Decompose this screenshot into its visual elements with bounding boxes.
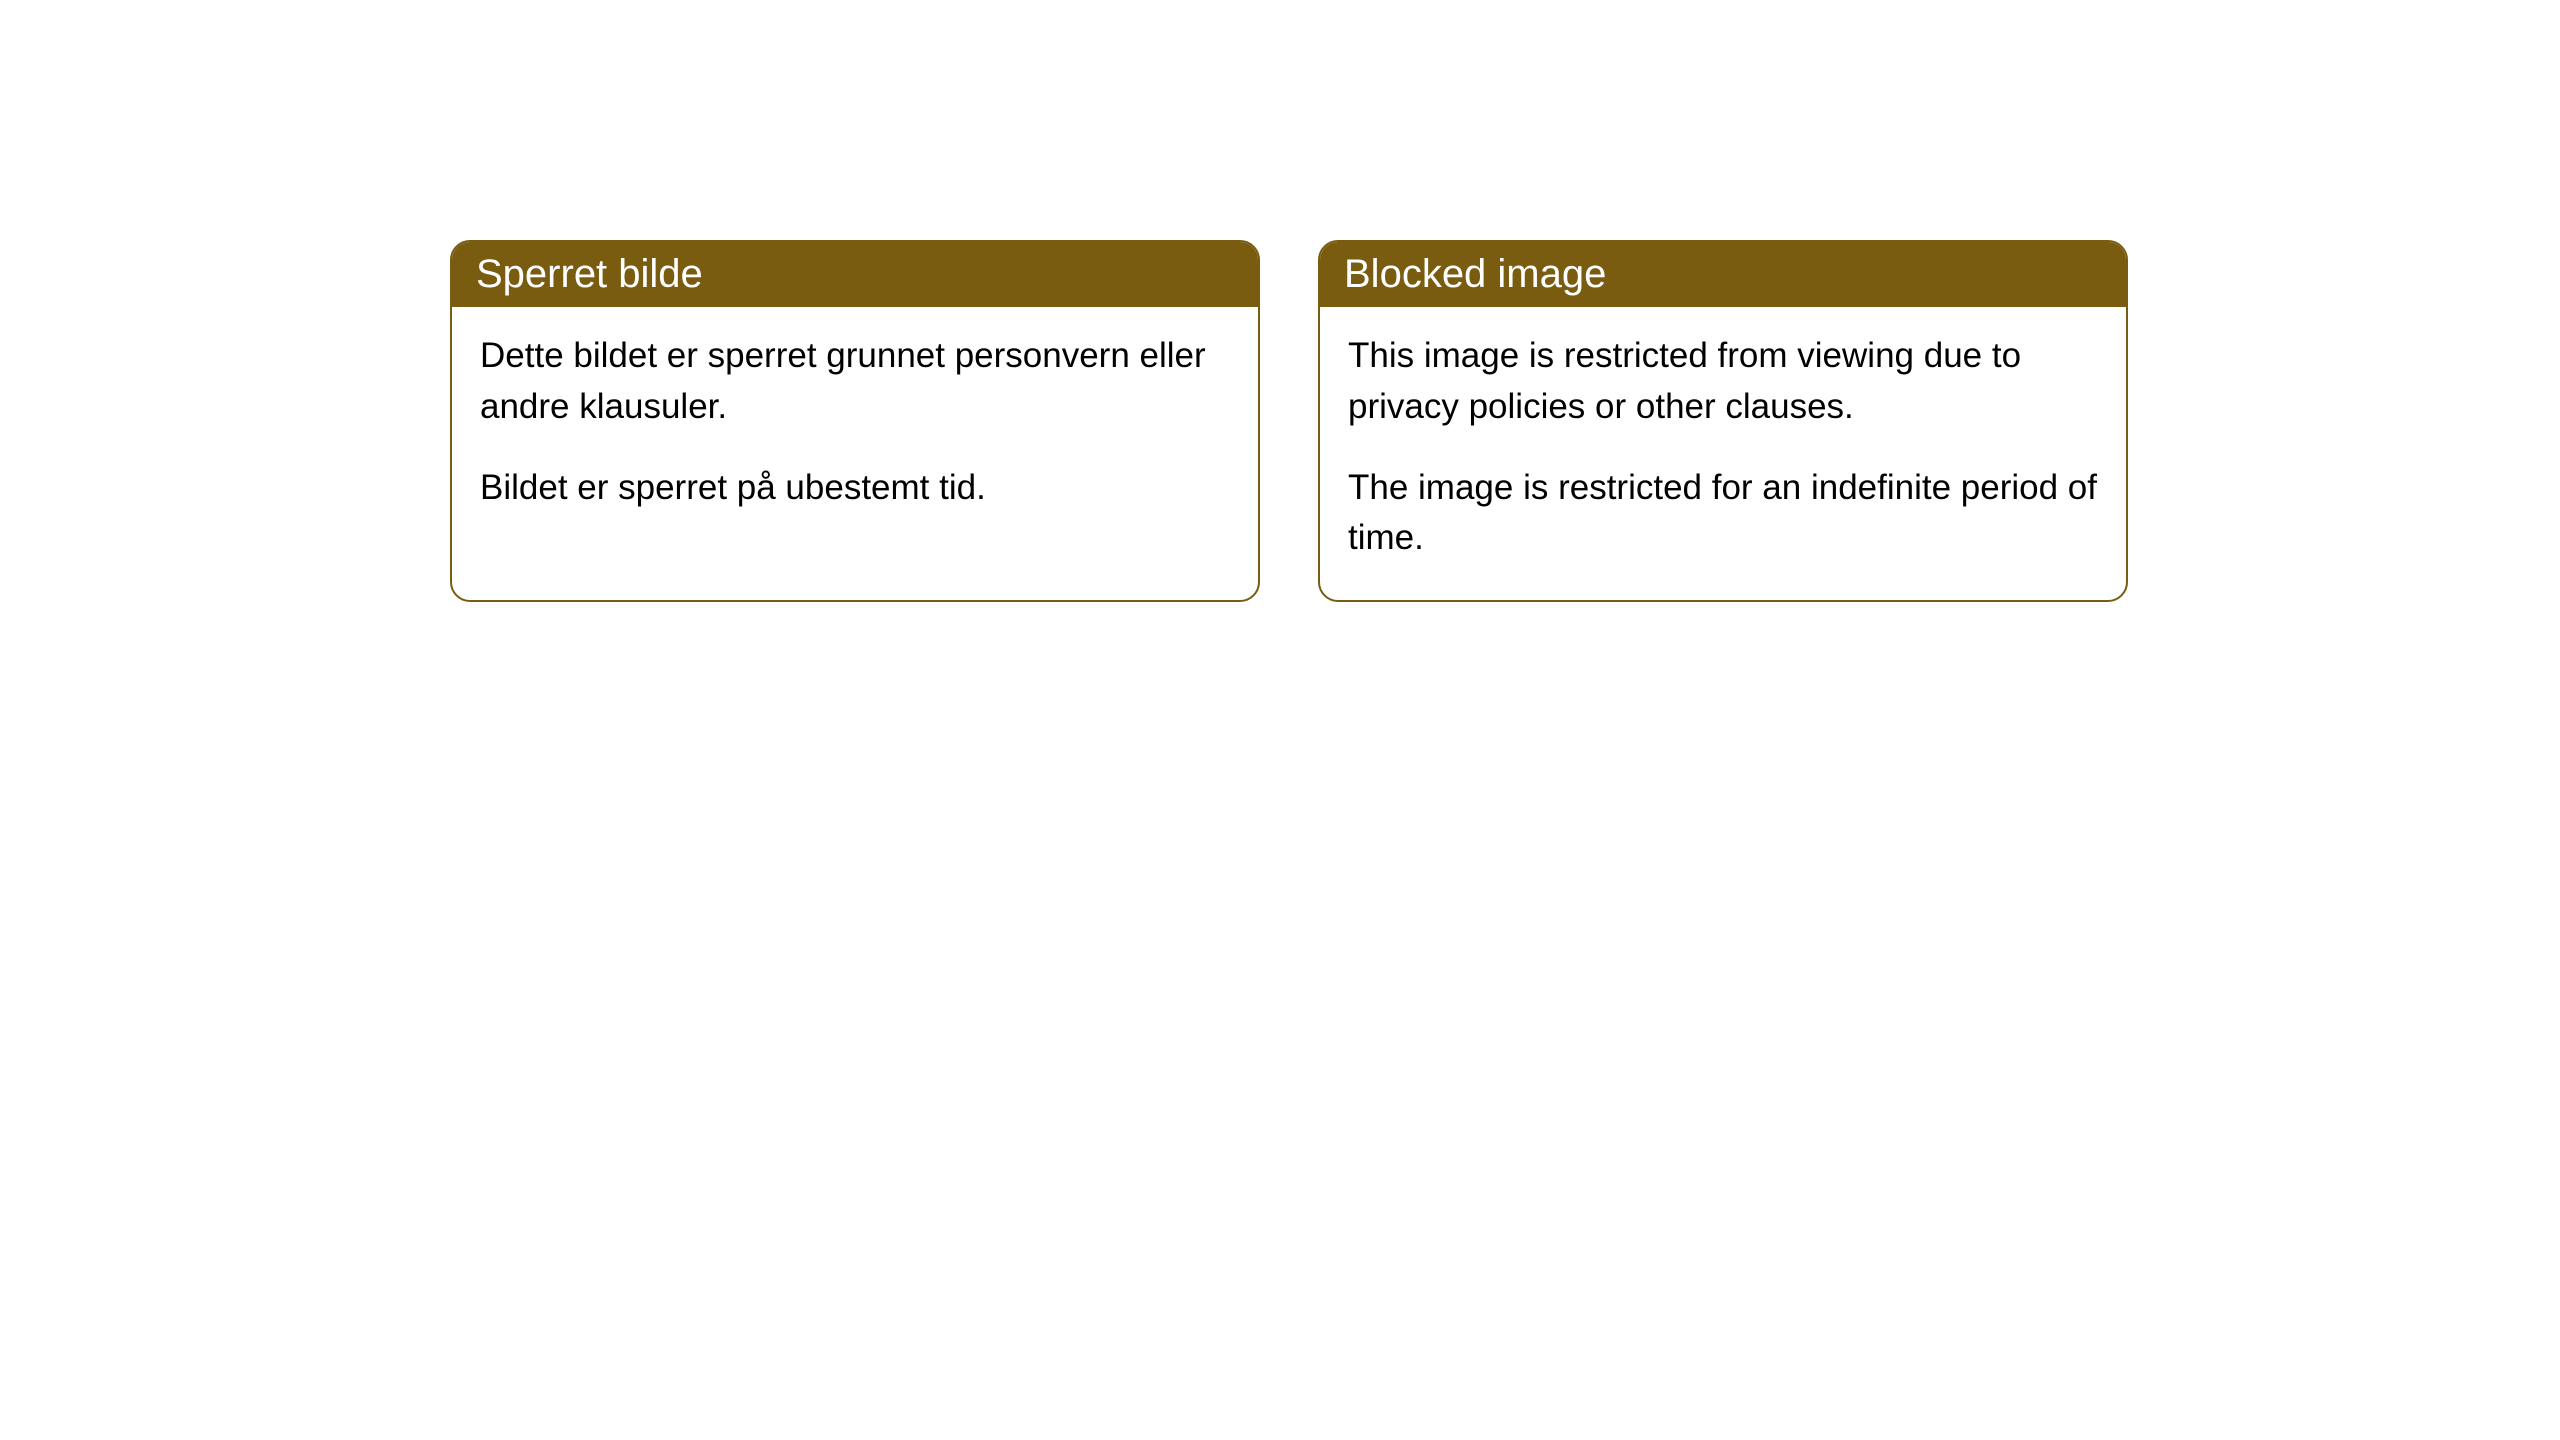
notice-cards-container: Sperret bilde Dette bildet er sperret gr…	[450, 240, 2128, 602]
card-paragraph: Dette bildet er sperret grunnet personve…	[480, 331, 1230, 433]
card-body-norwegian: Dette bildet er sperret grunnet personve…	[452, 307, 1258, 549]
notice-card-norwegian: Sperret bilde Dette bildet er sperret gr…	[450, 240, 1260, 602]
card-paragraph: The image is restricted for an indefinit…	[1348, 463, 2098, 565]
card-title: Sperret bilde	[476, 252, 703, 296]
card-paragraph: This image is restricted from viewing du…	[1348, 331, 2098, 433]
card-header-norwegian: Sperret bilde	[452, 242, 1258, 307]
notice-card-english: Blocked image This image is restricted f…	[1318, 240, 2128, 602]
card-header-english: Blocked image	[1320, 242, 2126, 307]
card-paragraph: Bildet er sperret på ubestemt tid.	[480, 463, 1230, 514]
card-title: Blocked image	[1344, 252, 1606, 296]
card-body-english: This image is restricted from viewing du…	[1320, 307, 2126, 600]
